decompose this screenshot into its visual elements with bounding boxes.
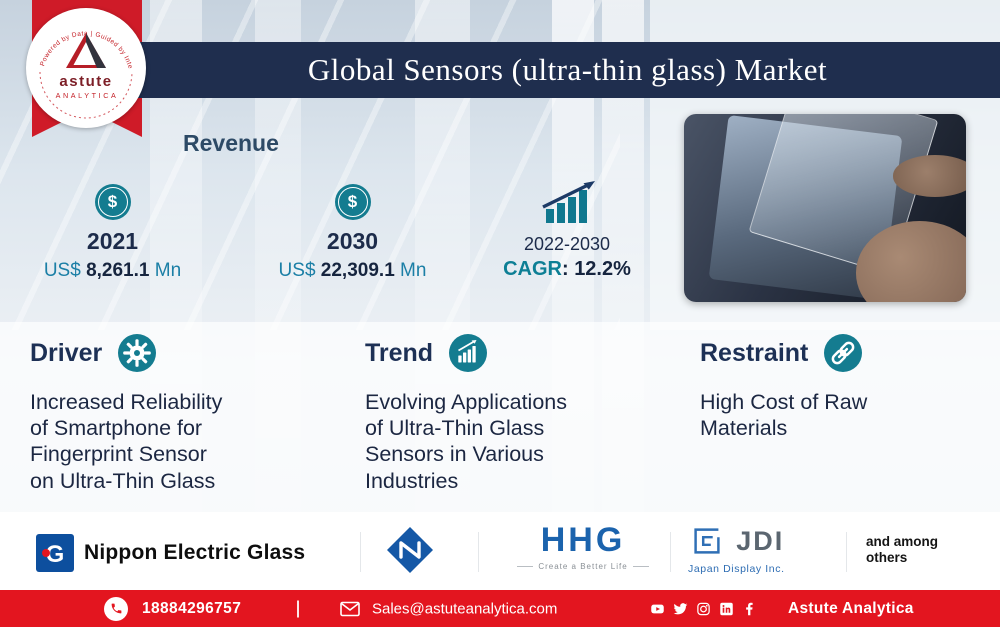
revenue-value: US$ 8,261.1 Mn — [15, 260, 210, 282]
growth-chart-icon — [542, 181, 595, 223]
cagr-label: CAGR — [503, 258, 562, 280]
revenue-2021: $ 2021 US$ 8,261.1 Mn — [15, 184, 210, 282]
driver-section: Driver — [30, 333, 222, 494]
cagr-value: 12.2% — [574, 258, 631, 280]
divider — [846, 532, 847, 572]
currency: US$ — [43, 260, 87, 281]
facebook-icon[interactable] — [742, 601, 757, 616]
dollar-coin-icon: $ — [94, 184, 131, 220]
driver-header: Driver — [30, 333, 222, 373]
revenue-heading: Revenue — [183, 130, 279, 156]
cagr-period: 2022-2030 — [523, 234, 611, 254]
bar-chart-icon — [448, 333, 488, 373]
restraint-title: Restraint — [700, 338, 809, 367]
company-jdi: JDI Japan Display Inc. — [688, 522, 785, 576]
product-photo — [684, 114, 966, 302]
revenue-2030: $ 2030 US$ 22,309.1 Mn — [255, 184, 450, 282]
diamond-logo-icon — [387, 527, 433, 573]
dollar-sign: $ — [347, 192, 358, 211]
chain-link-icon — [823, 333, 863, 373]
astute-analytica-logo: Powered by Data | Guided by Intelligence… — [26, 8, 146, 128]
nippon-electric-glass-name: Nippon Electric Glass — [84, 541, 306, 564]
trend-title: Trend — [365, 338, 434, 367]
footer-phone-number[interactable]: 18884296757 — [142, 599, 242, 617]
phone-icon — [104, 596, 128, 621]
svg-text:G: G — [46, 541, 65, 568]
trend-text: Evolving Applications of Ultra-Thin Glas… — [365, 390, 567, 493]
footer-bar: 18884296757 Sales@astuteanalytica.com As… — [0, 590, 1000, 627]
jdi-name: JDI — [736, 525, 785, 556]
logo-brand-sub: ANALYTICA — [56, 91, 119, 100]
divider — [478, 532, 479, 572]
cagr-sep: : — [561, 258, 575, 280]
company-nippon-electric-glass: G Nippon Electric Glass — [36, 534, 305, 572]
header-band: Global Sensors (ultra-thin glass) Market — [135, 42, 1000, 98]
finger — [892, 155, 966, 197]
cagr-line: CAGR: 12.2% — [487, 258, 647, 281]
logo-dashed-arc — [39, 71, 133, 119]
hhg-tagline-row: Create a Better Life — [510, 562, 656, 571]
restraint-section: Restraint High Cost of Raw Materials — [700, 333, 867, 441]
footer-email[interactable]: Sales@astuteanalytica.com — [372, 600, 558, 617]
dollar-sign: $ — [107, 192, 118, 211]
unit: Mn — [394, 260, 427, 281]
trend-header: Trend — [365, 333, 567, 373]
logo-brand: astute — [59, 73, 112, 90]
logo-triangle-icon — [66, 33, 106, 68]
year-label: 2030 — [326, 228, 379, 254]
footer-brand: Astute Analytica — [788, 599, 914, 617]
tagline-line — [517, 566, 534, 568]
thumb — [856, 221, 966, 302]
divider — [360, 532, 361, 572]
and-among-others-note: and among others — [866, 534, 939, 565]
company-hhg: HHG Create a Better Life — [510, 521, 656, 571]
email-icon — [340, 601, 360, 616]
trend-section: Trend Evolving Applications of Ultra-Thi… — [365, 333, 567, 494]
company-logo-diamond — [384, 524, 436, 581]
youtube-icon[interactable] — [650, 601, 665, 616]
driver-title: Driver — [30, 338, 103, 367]
driver-text: Increased Reliability of Smartphone for … — [30, 390, 223, 493]
restraint-text: High Cost of Raw Materials — [700, 390, 868, 441]
currency: US$ — [278, 260, 321, 281]
jdi-subtitle: Japan Display Inc. — [688, 563, 785, 575]
jdi-row: JDI — [688, 522, 785, 560]
jdi-bracket-icon — [694, 528, 720, 554]
gear-icon — [117, 333, 157, 373]
linkedin-icon[interactable] — [719, 601, 734, 616]
hhg-name: HHG — [540, 521, 626, 559]
year-label: 2021 — [86, 228, 139, 254]
companies-band: G Nippon Electric Glass HHG Create a Bet… — [0, 512, 1000, 590]
footer-divider — [297, 600, 299, 617]
page-title: Global Sensors (ultra-thin glass) Market — [307, 52, 828, 87]
social-icons — [650, 601, 757, 616]
unit: Mn — [149, 260, 182, 281]
amount: 8,261.1 — [86, 260, 150, 281]
logo-graphic: Powered by Data | Guided by Intelligence… — [26, 8, 133, 119]
restraint-header: Restraint — [700, 333, 867, 373]
dollar-coin-icon: $ — [334, 184, 371, 220]
amount: 22,309.1 — [320, 260, 395, 281]
revenue-value: US$ 22,309.1 Mn — [255, 260, 450, 282]
divider — [670, 532, 671, 572]
hhg-tagline: Create a Better Life — [538, 562, 628, 572]
nippon-electric-glass-icon: G — [36, 534, 74, 572]
tagline-line — [632, 566, 649, 568]
cagr-block: 2022-2030 CAGR: 12.2% — [487, 180, 647, 281]
instagram-icon[interactable] — [696, 601, 711, 616]
twitter-icon[interactable] — [673, 601, 688, 616]
